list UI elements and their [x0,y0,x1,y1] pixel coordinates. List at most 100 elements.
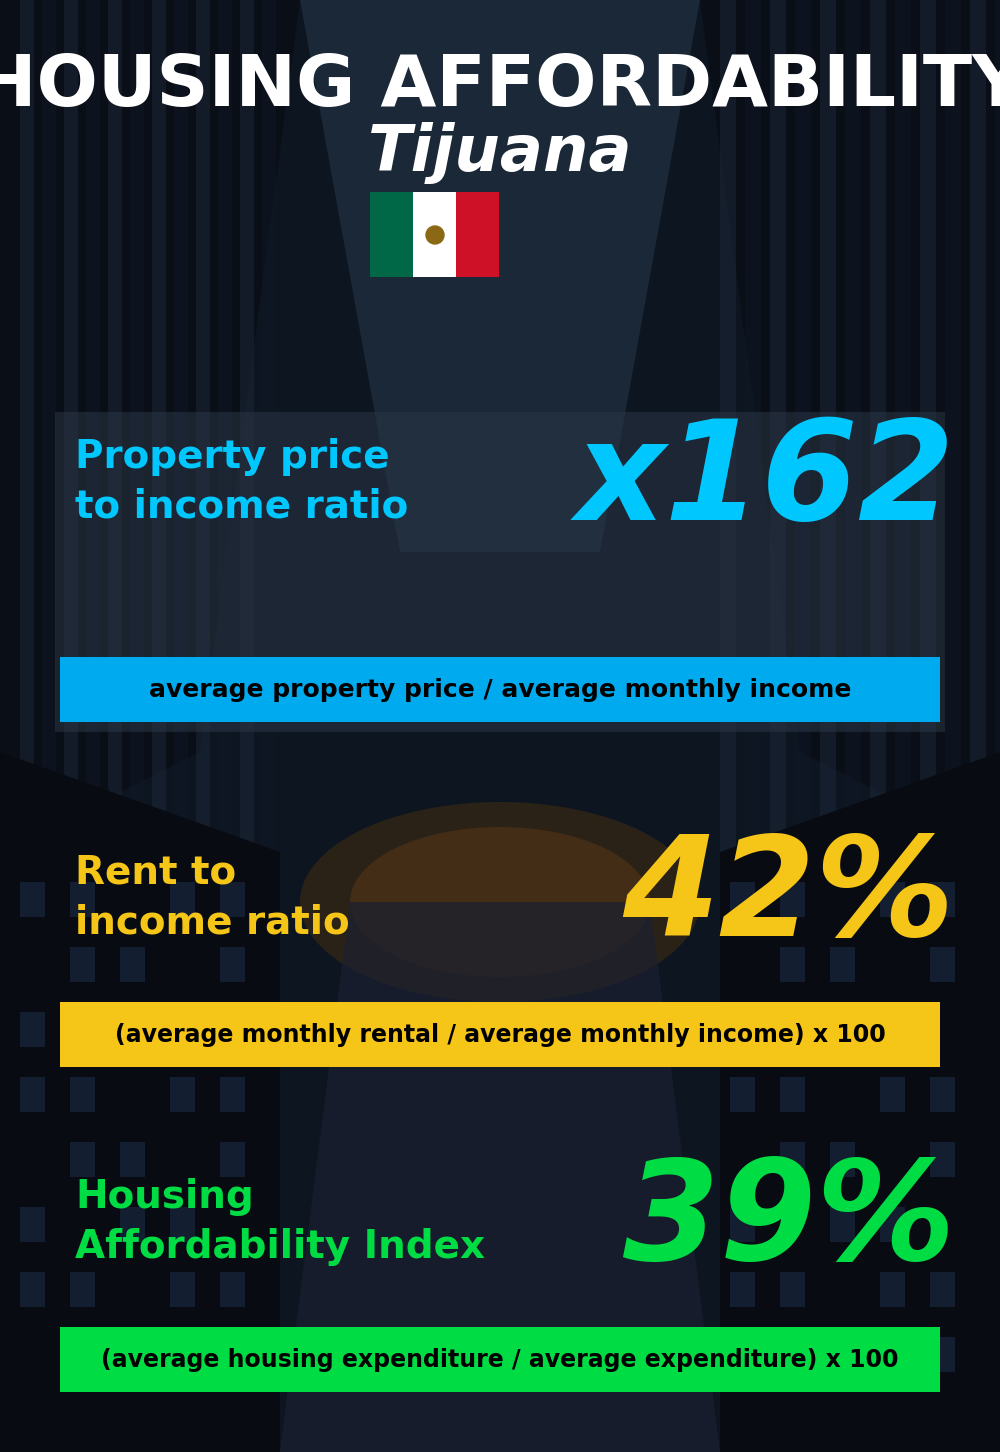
Text: Rent to
income ratio: Rent to income ratio [75,852,350,941]
Circle shape [426,227,444,244]
Bar [20,1207,45,1241]
Polygon shape [0,0,300,852]
Bar [55,412,945,732]
Ellipse shape [300,802,700,1002]
Bar [780,1337,805,1372]
Bar [930,881,955,918]
Bar [64,0,78,852]
Bar [170,1272,195,1307]
Bar [830,947,855,982]
Bar [820,0,836,852]
Bar [218,0,232,852]
Bar [880,1207,905,1241]
Bar [870,0,886,852]
Bar [880,1272,905,1307]
Text: 39%: 39% [623,1154,955,1289]
Polygon shape [700,0,1000,852]
Bar [780,1272,805,1307]
Bar [780,947,805,982]
Bar [795,0,811,852]
Bar [830,1337,855,1372]
Polygon shape [280,902,720,1452]
Bar [42,0,56,852]
Bar [152,0,166,852]
Bar [780,1143,805,1178]
Bar [880,1077,905,1112]
Bar [830,1207,855,1241]
Bar [20,881,45,918]
Bar [120,1337,145,1372]
Bar [120,1207,145,1241]
Bar [60,1002,940,1067]
Bar [770,0,786,852]
Polygon shape [720,752,1000,1452]
Bar [220,947,245,982]
Bar [730,1207,755,1241]
Bar [880,881,905,918]
Bar [130,0,144,852]
Bar [70,1272,95,1307]
Bar [60,1327,940,1392]
Bar [70,1337,95,1372]
Bar [895,0,911,852]
Bar [220,1272,245,1307]
Bar [730,1012,755,1047]
Bar [120,1143,145,1178]
Bar [70,1077,95,1112]
Bar [780,1077,805,1112]
Bar [174,0,188,852]
Bar [170,1012,195,1047]
Ellipse shape [350,828,650,977]
Bar [220,1077,245,1112]
Bar [70,947,95,982]
Bar [730,1272,755,1307]
Bar [220,1337,245,1372]
Text: Tijuana: Tijuana [368,122,632,184]
Text: x162: x162 [576,414,955,549]
Bar [930,1337,955,1372]
Polygon shape [300,0,700,552]
Bar [170,881,195,918]
Bar [745,0,761,852]
Bar [995,0,1000,852]
Bar [20,0,34,852]
Text: 42%: 42% [623,829,955,964]
Bar [262,0,276,852]
Bar [720,0,736,852]
Text: (average monthly rental / average monthly income) x 100: (average monthly rental / average monthl… [115,1024,885,1047]
Bar [220,1143,245,1178]
Bar [830,1143,855,1178]
Bar [730,881,755,918]
Bar [60,656,940,722]
Bar [220,881,245,918]
Bar [930,1143,955,1178]
Bar [170,1077,195,1112]
Bar [780,881,805,918]
Bar [930,1272,955,1307]
Polygon shape [0,752,280,1452]
Bar [920,0,936,852]
Text: (average housing expenditure / average expenditure) x 100: (average housing expenditure / average e… [101,1347,899,1372]
Bar [970,0,986,852]
Bar [730,1077,755,1112]
Bar [120,1012,145,1047]
Bar [196,0,210,852]
Text: Housing
Affordability Index: Housing Affordability Index [75,1178,485,1266]
Text: Property price
to income ratio: Property price to income ratio [75,439,408,526]
Bar [170,1207,195,1241]
Bar [20,1077,45,1112]
Bar [930,947,955,982]
Bar [880,1012,905,1047]
Bar [413,192,456,277]
Bar [108,0,122,852]
Bar [945,0,961,852]
Bar [20,1012,45,1047]
Bar [120,947,145,982]
Text: HOUSING AFFORDABILITY: HOUSING AFFORDABILITY [0,52,1000,121]
Bar [456,192,499,277]
Bar [370,192,413,277]
Bar [86,0,100,852]
Bar [20,1272,45,1307]
Bar [930,1077,955,1112]
Bar [830,1012,855,1047]
